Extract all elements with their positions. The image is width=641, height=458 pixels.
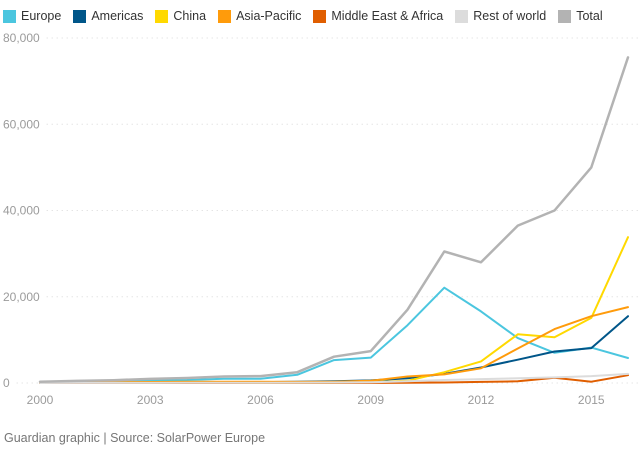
legend-label: Asia-Pacific xyxy=(236,9,302,23)
legend-item-europe: Europe xyxy=(3,9,61,23)
x-tick-label: 2012 xyxy=(468,393,495,407)
legend-item-total: Total xyxy=(558,9,603,23)
y-tick-label: 20,000 xyxy=(3,290,40,304)
y-tick-label: 0 xyxy=(3,376,10,390)
legend-item-middle-east-africa: Middle East & Africa xyxy=(313,9,443,23)
x-tick-label: 2003 xyxy=(137,393,164,407)
series-line-total xyxy=(38,56,630,383)
x-tick-label: 2009 xyxy=(357,393,384,407)
x-tick-label: 2015 xyxy=(578,393,605,407)
legend-swatch-icon xyxy=(218,9,232,23)
series-line-asia-pacific xyxy=(39,306,629,384)
legend-item-asia-pacific: Asia-Pacific xyxy=(218,9,301,23)
legend-label: Middle East & Africa xyxy=(331,9,444,23)
legend-label: Total xyxy=(576,9,603,23)
legend-swatch-icon xyxy=(3,9,16,23)
x-tick-label: 2006 xyxy=(247,393,274,407)
series-line-europe xyxy=(39,286,629,384)
legend-swatch-icon xyxy=(313,9,327,23)
legend-item-americas: Americas xyxy=(73,9,143,23)
legend-swatch-icon xyxy=(455,9,469,23)
series-line-rest-of-world xyxy=(39,372,629,384)
line-chart: 0 20,000 40,000 60,000 80,000 2000 2003 2006 200… xyxy=(3,31,641,407)
chart-container: Europe Americas China Asia-Pacific Middle Ea… xyxy=(3,4,641,445)
legend-label: China xyxy=(173,9,207,23)
x-tick-label: 2000 xyxy=(27,393,54,407)
y-tick-label: 80,000 xyxy=(3,31,40,45)
y-tick-label: 60,000 xyxy=(3,117,40,131)
source-caption: Guardian graphic | Source: SolarPower Eu… xyxy=(4,431,266,445)
legend-swatch-icon xyxy=(73,9,87,23)
series-line-americas xyxy=(39,315,629,384)
y-tick-label: 40,000 xyxy=(3,204,40,218)
legend: Europe Americas China Asia-Pacific Middle Ea… xyxy=(3,4,641,28)
legend-item-rest-of-world: Rest of world xyxy=(455,9,546,23)
legend-item-china: China xyxy=(155,9,206,23)
legend-swatch-icon xyxy=(155,9,169,23)
legend-swatch-icon xyxy=(558,9,572,23)
legend-label: Rest of world xyxy=(473,9,547,23)
legend-label: Europe xyxy=(21,9,62,23)
legend-label: Americas xyxy=(91,9,144,23)
